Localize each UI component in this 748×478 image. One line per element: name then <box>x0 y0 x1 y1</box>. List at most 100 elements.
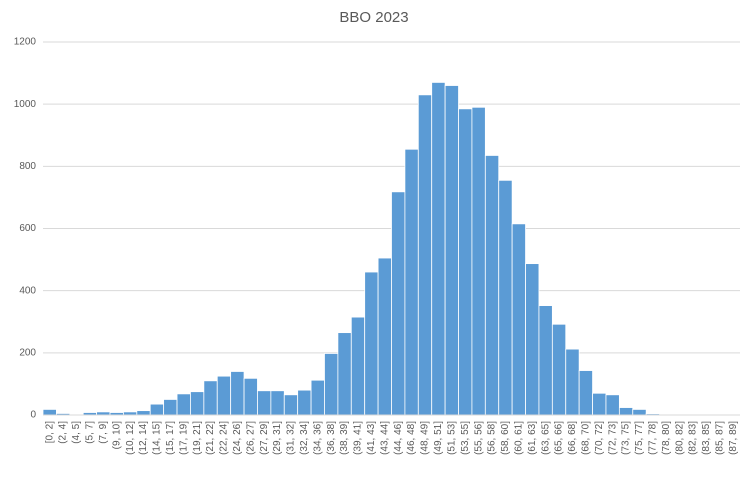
x-tick-label: (29, 31] <box>272 421 283 455</box>
x-tick-label: (77, 78] <box>648 421 659 455</box>
x-tick-label: (51, 53] <box>446 421 457 455</box>
x-tick-label: (82, 83] <box>688 421 699 455</box>
bar <box>471 106 486 416</box>
x-tick-label: (53, 55] <box>460 421 471 455</box>
x-tick-label: (9, 10] <box>111 421 122 450</box>
x-tick-label: (5, 7] <box>85 421 96 444</box>
bar <box>484 155 500 416</box>
bar <box>538 305 553 416</box>
bar <box>203 380 218 416</box>
bar <box>605 394 620 416</box>
bar <box>498 179 513 416</box>
bar <box>458 108 473 416</box>
bar <box>297 389 312 416</box>
y-tick-label: 200 <box>19 347 36 358</box>
x-tick-label: (4, 5] <box>71 421 82 444</box>
x-tick-label: (19, 21] <box>192 421 203 455</box>
x-tick-label: (12, 14] <box>138 421 149 455</box>
x-tick-label: (21, 22] <box>205 421 216 455</box>
x-tick-label: (31, 32] <box>286 421 297 455</box>
bar <box>391 191 406 416</box>
bar <box>592 392 607 416</box>
x-tick-label: (39, 41] <box>353 421 364 455</box>
bar <box>310 379 325 416</box>
x-tick-label: (7, 9] <box>98 421 109 444</box>
x-tick-label: (15, 17] <box>165 421 176 455</box>
bar <box>149 403 165 416</box>
bar <box>216 375 232 416</box>
x-tick-label: (43, 44] <box>379 421 390 455</box>
bar <box>431 82 446 416</box>
y-tick-label: 400 <box>19 285 36 296</box>
bar <box>257 390 272 416</box>
x-tick-label: (80, 82] <box>674 421 685 455</box>
bar <box>404 148 419 416</box>
x-tick-label: (41, 43] <box>366 421 377 455</box>
x-tick-label: (48, 49] <box>420 421 431 455</box>
x-tick-label: (66, 68] <box>567 421 578 455</box>
x-tick-label: (32, 34] <box>299 421 310 455</box>
x-tick-label: (36, 38] <box>326 421 337 455</box>
x-tick-label: (58, 60] <box>500 421 511 455</box>
x-tick-label: (85, 87] <box>715 421 726 455</box>
x-tick-label: (61, 63] <box>527 421 538 455</box>
x-tick-label: (75, 77] <box>634 421 645 455</box>
bar <box>324 353 339 416</box>
y-tick-label: 600 <box>19 223 36 234</box>
x-tick-label: (60, 61] <box>513 421 524 455</box>
x-tick-label: (78, 80] <box>661 421 672 455</box>
bar <box>243 377 258 416</box>
x-tick-label: (73, 75] <box>621 421 632 455</box>
x-tick-label: (34, 36] <box>312 421 323 455</box>
x-tick-label: (72, 73] <box>607 421 618 455</box>
x-tick-label: (56, 58] <box>487 421 498 455</box>
bar <box>270 390 285 416</box>
x-tick-label: (10, 12] <box>125 421 136 455</box>
bar <box>632 409 647 416</box>
x-tick-label: (65, 66] <box>554 421 565 455</box>
bar <box>525 263 540 416</box>
bar <box>511 223 526 416</box>
x-tick-label: (44, 46] <box>393 421 404 455</box>
bar <box>417 94 433 416</box>
bar <box>337 332 352 416</box>
x-tick-label: (24, 26] <box>232 421 243 455</box>
chart-title: BBO 2023 <box>339 9 408 26</box>
x-tick-label: (49, 51] <box>433 421 444 455</box>
bar <box>444 85 459 416</box>
x-tick-label: (87, 89] <box>728 421 739 455</box>
y-tick-label: 0 <box>30 410 36 421</box>
x-tick-label: (83, 85] <box>701 421 712 455</box>
bar <box>364 271 379 416</box>
bar <box>350 316 366 416</box>
x-tick-label: [0, 2] <box>44 421 55 443</box>
bar <box>176 393 191 416</box>
bar <box>42 409 57 416</box>
bar <box>377 257 392 416</box>
x-tick-label: (63, 65] <box>540 421 551 455</box>
bar <box>190 391 205 416</box>
x-tick-label: (26, 27] <box>245 421 256 455</box>
bar <box>578 370 593 416</box>
x-tick-label: (2, 4] <box>58 421 69 444</box>
y-tick-label: 800 <box>19 161 36 172</box>
x-tick-label: (70, 72] <box>594 421 605 455</box>
bar <box>136 410 151 416</box>
x-tick-label: (17, 19] <box>178 421 189 455</box>
x-tick-label: (14, 15] <box>152 421 163 455</box>
bar <box>283 394 299 416</box>
x-tick-label: (68, 70] <box>580 421 591 455</box>
x-tick-label: (22, 24] <box>219 421 230 455</box>
bar <box>618 407 634 416</box>
y-tick-label: 1000 <box>14 99 37 110</box>
bar <box>163 399 178 416</box>
bar <box>551 323 567 416</box>
bar <box>565 348 580 416</box>
x-tick-label: (38, 39] <box>339 421 350 455</box>
bar <box>230 371 245 416</box>
x-tick-label: (55, 56] <box>473 421 484 455</box>
y-tick-label: 1200 <box>14 37 37 48</box>
x-tick-label: (46, 48] <box>406 421 417 455</box>
x-tick-label: (27, 29] <box>259 421 270 455</box>
